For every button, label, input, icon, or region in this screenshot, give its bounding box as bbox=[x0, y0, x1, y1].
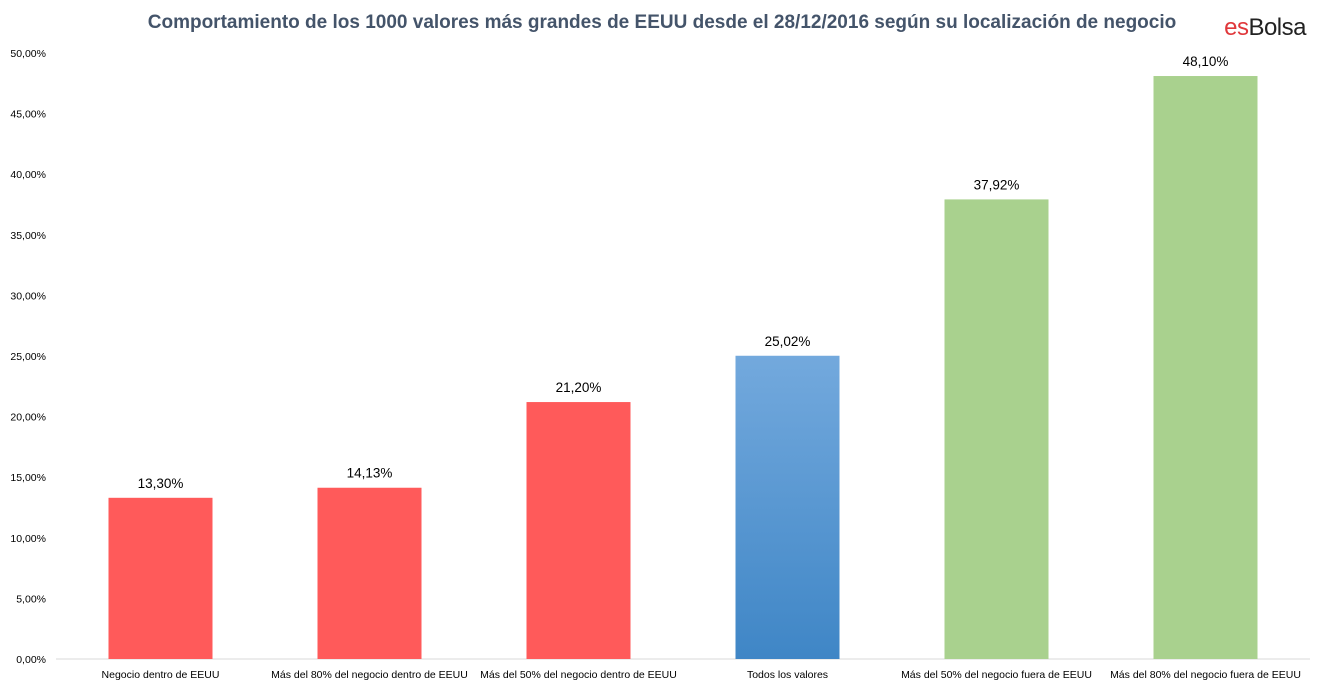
x-tick-label: Todos los valores bbox=[747, 669, 828, 681]
brand-logo: esBolsa bbox=[1224, 14, 1306, 42]
data-label: 37,92% bbox=[974, 177, 1020, 192]
bar bbox=[108, 497, 213, 659]
y-tick-label: 20,00% bbox=[10, 412, 46, 424]
y-tick-label: 0,00% bbox=[16, 654, 46, 666]
x-tick-label: Más del 50% del negocio fuera de EEUU bbox=[901, 669, 1092, 681]
data-label: 14,13% bbox=[347, 466, 393, 481]
bar bbox=[317, 487, 422, 659]
x-tick-label: Más del 50% del negocio dentro de EEUU bbox=[480, 669, 677, 681]
y-tick-label: 15,00% bbox=[10, 472, 46, 484]
x-tick-label: Más del 80% del negocio dentro de EEUU bbox=[271, 669, 468, 681]
brand-logo-part1: es bbox=[1224, 14, 1249, 41]
x-tick-label: Negocio dentro de EEUU bbox=[102, 669, 220, 681]
data-label: 13,30% bbox=[138, 476, 184, 491]
y-tick-label: 10,00% bbox=[10, 533, 46, 545]
data-label: 48,10% bbox=[1183, 54, 1229, 69]
bar bbox=[735, 355, 840, 659]
brand-logo-part2: Bolsa bbox=[1248, 14, 1306, 41]
data-label: 21,20% bbox=[556, 380, 602, 395]
y-tick-label: 5,00% bbox=[16, 593, 46, 605]
bar bbox=[1153, 76, 1258, 659]
y-tick-label: 50,00% bbox=[10, 48, 46, 60]
y-tick-label: 30,00% bbox=[10, 290, 46, 302]
x-tick-label: Más del 80% del negocio fuera de EEUU bbox=[1110, 669, 1301, 681]
y-tick-label: 35,00% bbox=[10, 230, 46, 242]
chart-title: Comportamiento de los 1000 valores más g… bbox=[147, 12, 1177, 33]
bar bbox=[944, 199, 1049, 659]
y-tick-label: 45,00% bbox=[10, 109, 46, 121]
y-tick-label: 40,00% bbox=[10, 169, 46, 181]
bar bbox=[526, 402, 631, 659]
data-label: 25,02% bbox=[765, 334, 811, 349]
y-tick-label: 25,00% bbox=[10, 351, 46, 363]
